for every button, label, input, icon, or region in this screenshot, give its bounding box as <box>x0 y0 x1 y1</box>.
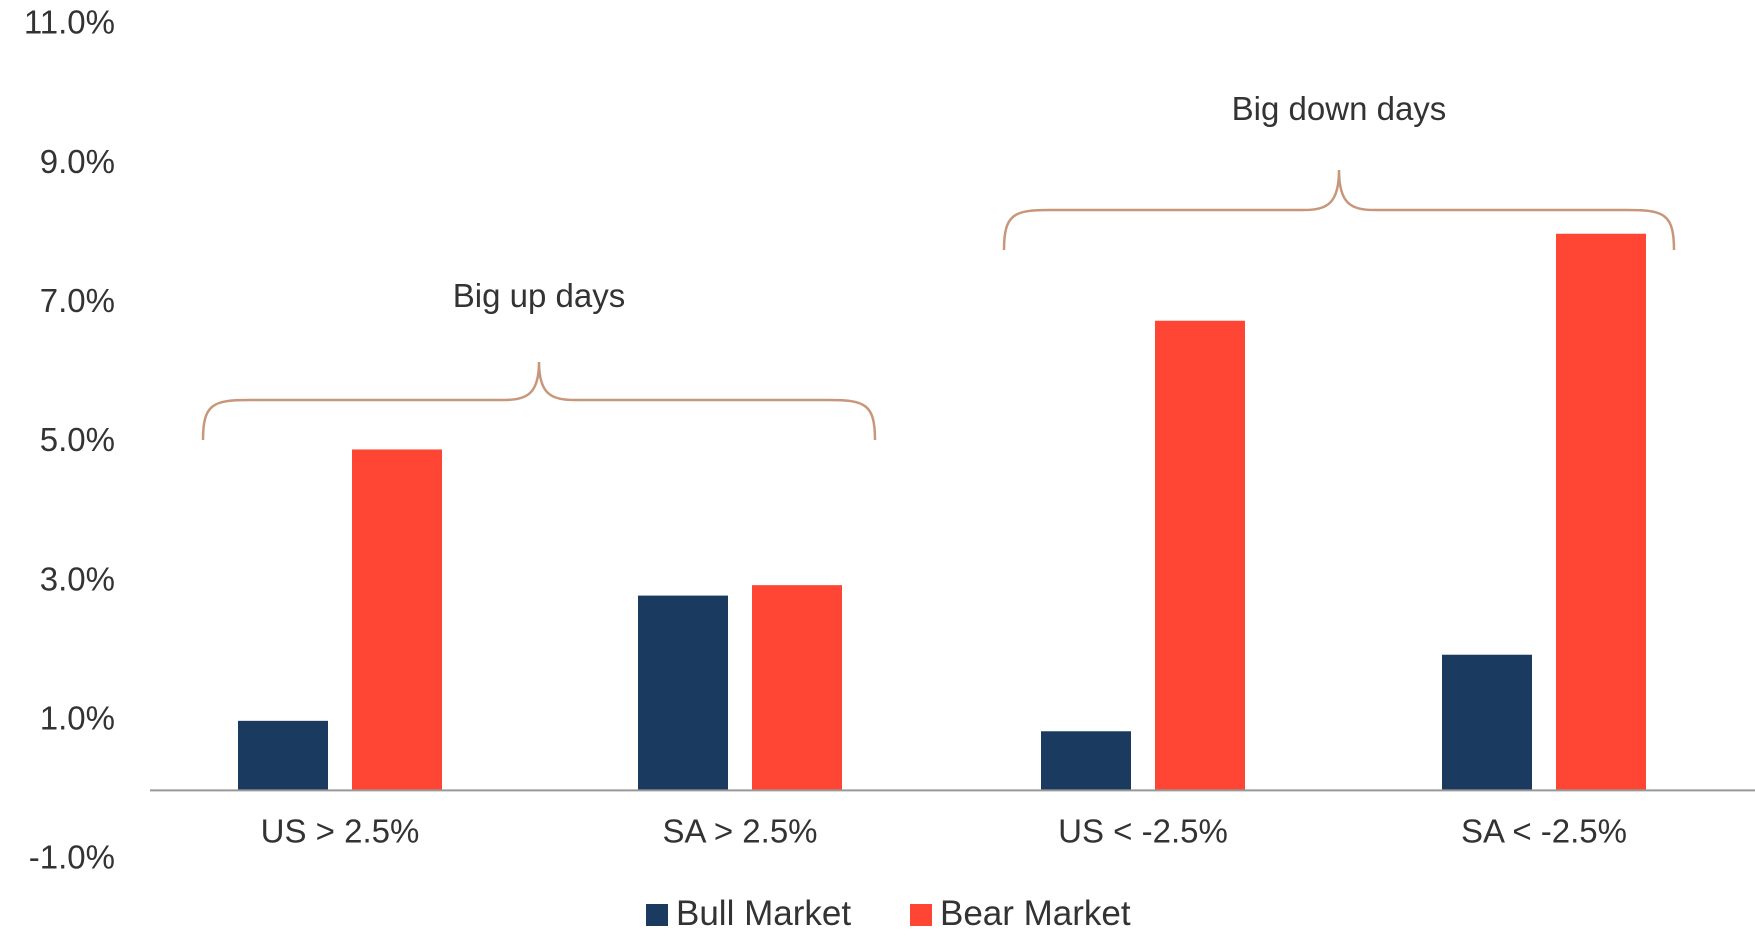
x-category-label: SA > 2.5% <box>662 812 817 849</box>
bar-bear-market <box>752 585 842 791</box>
bar-bull-market <box>638 595 728 791</box>
bar-bear-market <box>1556 233 1646 791</box>
x-axis-labels: US > 2.5% SA > 2.5% US < -2.5% SA < -2.5% <box>261 812 1627 849</box>
bar-bull-market <box>238 720 328 791</box>
x-category-label: US > 2.5% <box>261 812 420 849</box>
y-tick-label: -1.0% <box>29 839 115 876</box>
legend: Bull Market Bear Market <box>646 894 1131 933</box>
y-tick-label: 1.0% <box>40 700 115 737</box>
bar-bear-market <box>352 449 442 791</box>
bar-bull-market <box>1442 654 1532 791</box>
legend-label: Bull Market <box>676 894 851 933</box>
annotation-label: Big down days <box>1232 90 1447 127</box>
legend-swatch <box>646 904 668 926</box>
annotation-label: Big up days <box>453 277 625 314</box>
y-axis: 11.0% 9.0% 7.0% 5.0% 3.0% 1.0% -1.0% <box>24 4 115 876</box>
y-tick-label: 5.0% <box>40 421 115 458</box>
y-tick-label: 7.0% <box>40 282 115 319</box>
annotation-brackets: Big up days Big down days <box>201 90 1676 441</box>
x-category-label: SA < -2.5% <box>1461 812 1627 849</box>
legend-label: Bear Market <box>940 894 1131 933</box>
y-tick-label: 9.0% <box>40 143 115 180</box>
legend-swatch <box>910 904 932 926</box>
bars <box>238 233 1646 791</box>
y-tick-label: 3.0% <box>40 560 115 597</box>
annotation-bracket <box>1002 169 1676 251</box>
x-category-label: US < -2.5% <box>1058 812 1228 849</box>
bar-bull-market <box>1041 731 1131 791</box>
y-tick-label: 11.0% <box>24 4 115 41</box>
bar-bear-market <box>1155 320 1245 791</box>
annotation-bracket <box>201 361 877 441</box>
